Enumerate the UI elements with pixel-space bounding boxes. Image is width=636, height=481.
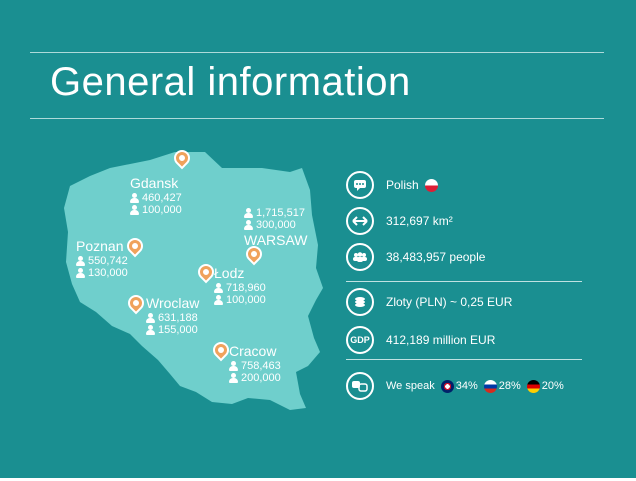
- poland-flag-icon: [424, 178, 438, 192]
- city-population: 460,427: [142, 192, 182, 204]
- separator: [346, 281, 582, 282]
- area-text: 312,697 km²: [386, 214, 453, 228]
- person-icon: [229, 361, 238, 371]
- city-name: Cracow: [229, 343, 277, 359]
- english-percent: 34%: [455, 380, 478, 392]
- city-population: 550,742: [88, 255, 128, 267]
- student-icon: [130, 205, 139, 215]
- city-cracow: Cracow 758,463 200,000: [229, 343, 281, 384]
- info-area: 312,697 km²: [346, 207, 453, 235]
- language-text: Polish: [386, 178, 419, 192]
- we-speak-label: We speak: [386, 380, 435, 392]
- currency-text: Zloty (PLN) ~ 0,25 EUR: [386, 295, 513, 309]
- city-gdansk: Gdansk 460,427 100,000: [130, 175, 182, 216]
- city-name: Poznan: [76, 238, 124, 254]
- info-gdp: GDP 412,189 million EUR: [346, 326, 495, 354]
- bottom-bar: [0, 478, 636, 481]
- city-lodz: Łodz 718,960 100,000: [214, 265, 266, 306]
- city-name: WARSAW: [244, 232, 308, 248]
- city-stat2: 100,000: [226, 294, 266, 306]
- info-languages-spoken: We speak 34% 28% 20%: [346, 372, 564, 400]
- city-warsaw: 1,715,517 300,000 WARSAW: [244, 207, 308, 249]
- person-icon: [130, 193, 139, 203]
- german-percent: 20%: [541, 380, 564, 392]
- person-icon: [76, 256, 85, 266]
- gdp-icon: GDP: [346, 326, 374, 354]
- city-population: 718,960: [226, 282, 266, 294]
- city-population: 758,463: [241, 360, 281, 372]
- city-name: Wroclaw: [146, 295, 200, 311]
- coins-icon: [346, 288, 374, 316]
- person-icon: [214, 283, 223, 293]
- city-stat2: 100,000: [142, 204, 182, 216]
- russian-percent: 28%: [498, 380, 521, 392]
- city-population: 1,715,517: [256, 207, 305, 219]
- person-icon: [244, 208, 253, 218]
- top-rule: [30, 52, 604, 53]
- student-icon: [146, 325, 155, 335]
- germany-flag-icon: [526, 379, 540, 393]
- title-rule: [30, 118, 604, 119]
- russia-flag-icon: [483, 379, 497, 393]
- population-text: 38,483,957 people: [386, 250, 486, 264]
- speech-bubble-icon: [346, 171, 374, 199]
- student-icon: [244, 220, 253, 230]
- page-title: General information: [50, 60, 411, 104]
- student-icon: [76, 268, 85, 278]
- city-stat2: 155,000: [158, 324, 198, 336]
- double-arrow-icon: [346, 207, 374, 235]
- city-poznan: Poznan 550,742 130,000: [76, 238, 128, 279]
- gdp-text: 412,189 million EUR: [386, 333, 496, 347]
- translate-icon: [346, 372, 374, 400]
- city-stat2: 300,000: [256, 219, 296, 231]
- info-language: Polish: [346, 171, 438, 199]
- person-icon: [146, 313, 155, 323]
- student-icon: [214, 295, 223, 305]
- student-icon: [229, 373, 238, 383]
- city-stat2: 130,000: [88, 267, 128, 279]
- city-name: Łodz: [214, 265, 245, 281]
- uk-flag-icon: [440, 379, 454, 393]
- city-name: Gdansk: [130, 175, 179, 191]
- info-population: 38,483,957 people: [346, 243, 485, 271]
- separator: [346, 359, 582, 360]
- poland-shape: [64, 152, 323, 410]
- city-stat2: 200,000: [241, 372, 281, 384]
- info-currency: Zloty (PLN) ~ 0,25 EUR: [346, 288, 512, 316]
- city-wroclaw: Wroclaw 631,188 155,000: [146, 295, 199, 336]
- city-population: 631,188: [158, 312, 198, 324]
- people-icon: [346, 243, 374, 271]
